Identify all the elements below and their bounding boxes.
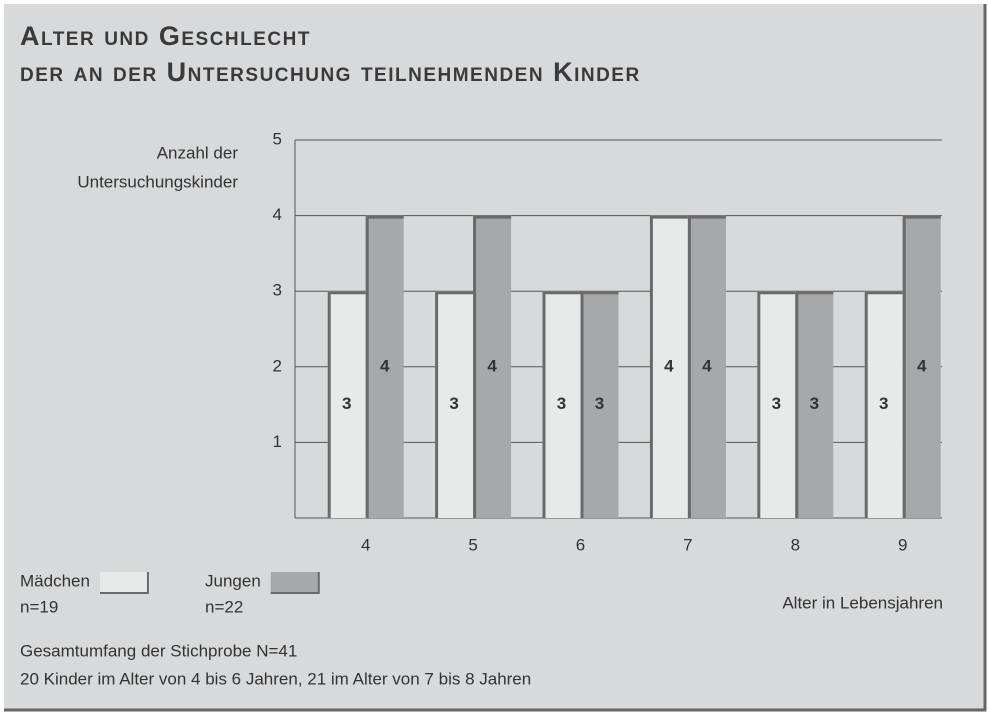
bar <box>687 215 726 518</box>
chart-title: Alter und Geschlecht <box>20 21 311 51</box>
bar <box>757 291 796 518</box>
value-label: 4 <box>487 356 497 375</box>
x-tick-label: 7 <box>683 535 692 554</box>
legend-label: Mädchen <box>20 571 90 590</box>
x-tick-label: 5 <box>468 535 477 554</box>
y-tick-label: 2 <box>273 356 282 375</box>
y-axis-label: Anzahl der <box>157 143 239 162</box>
footnote: Gesamtumfang der Stichprobe N=41 <box>20 641 297 660</box>
value-label: 3 <box>449 394 458 413</box>
bar-edge <box>327 291 366 518</box>
bar-edge <box>580 291 619 518</box>
bar <box>649 215 688 518</box>
bar-edge <box>687 215 726 518</box>
value-label: 3 <box>595 394 604 413</box>
bar <box>435 291 474 518</box>
bar-edge <box>864 291 903 518</box>
value-label: 4 <box>702 356 712 375</box>
bar-edge <box>757 291 796 518</box>
bar-edge <box>435 291 474 518</box>
legend-label: Jungen <box>205 571 261 590</box>
bar-edge <box>902 215 941 518</box>
legend-swatch-edge <box>99 572 149 594</box>
panel-shadow <box>4 4 987 712</box>
bar <box>795 291 834 518</box>
bar <box>327 291 366 518</box>
bar <box>473 215 512 518</box>
value-label: 4 <box>917 356 927 375</box>
legend-note: n=19 <box>20 597 58 616</box>
bar-edge <box>649 215 688 518</box>
value-label: 4 <box>664 356 674 375</box>
bar-edge <box>473 215 512 518</box>
bar <box>365 215 404 518</box>
x-tick-label: 8 <box>791 535 800 554</box>
value-label: 3 <box>557 394 566 413</box>
y-tick-label: 5 <box>273 129 282 148</box>
legend-swatch <box>99 572 148 594</box>
value-label: 3 <box>772 394 781 413</box>
bar <box>864 291 903 518</box>
value-label: 3 <box>879 394 888 413</box>
y-axis-label: Untersuchungskinder <box>77 172 238 191</box>
value-label: 3 <box>342 394 351 413</box>
y-tick-label: 1 <box>273 432 282 451</box>
x-axis-label: Alter in Lebensjahren <box>782 593 943 612</box>
legend-swatch <box>270 572 319 594</box>
footnote: 20 Kinder im Alter von 4 bis 6 Jahren, 2… <box>20 669 531 688</box>
bar <box>542 291 581 518</box>
x-tick-label: 4 <box>361 535 370 554</box>
chart-title: der an der Untersuchung teilnehmenden Ki… <box>20 57 641 87</box>
legend-swatch-edge <box>270 572 320 594</box>
bar <box>902 215 941 518</box>
y-tick-label: 4 <box>273 205 282 224</box>
value-label: 4 <box>380 356 390 375</box>
y-tick-label: 3 <box>273 281 282 300</box>
x-tick-label: 9 <box>898 535 907 554</box>
bar-edge <box>365 215 404 518</box>
bar-edge <box>542 291 581 518</box>
legend-note: n=22 <box>205 597 243 616</box>
x-tick-label: 6 <box>576 535 585 554</box>
bar <box>580 291 619 518</box>
value-label: 3 <box>810 394 819 413</box>
bar-edge <box>795 291 834 518</box>
